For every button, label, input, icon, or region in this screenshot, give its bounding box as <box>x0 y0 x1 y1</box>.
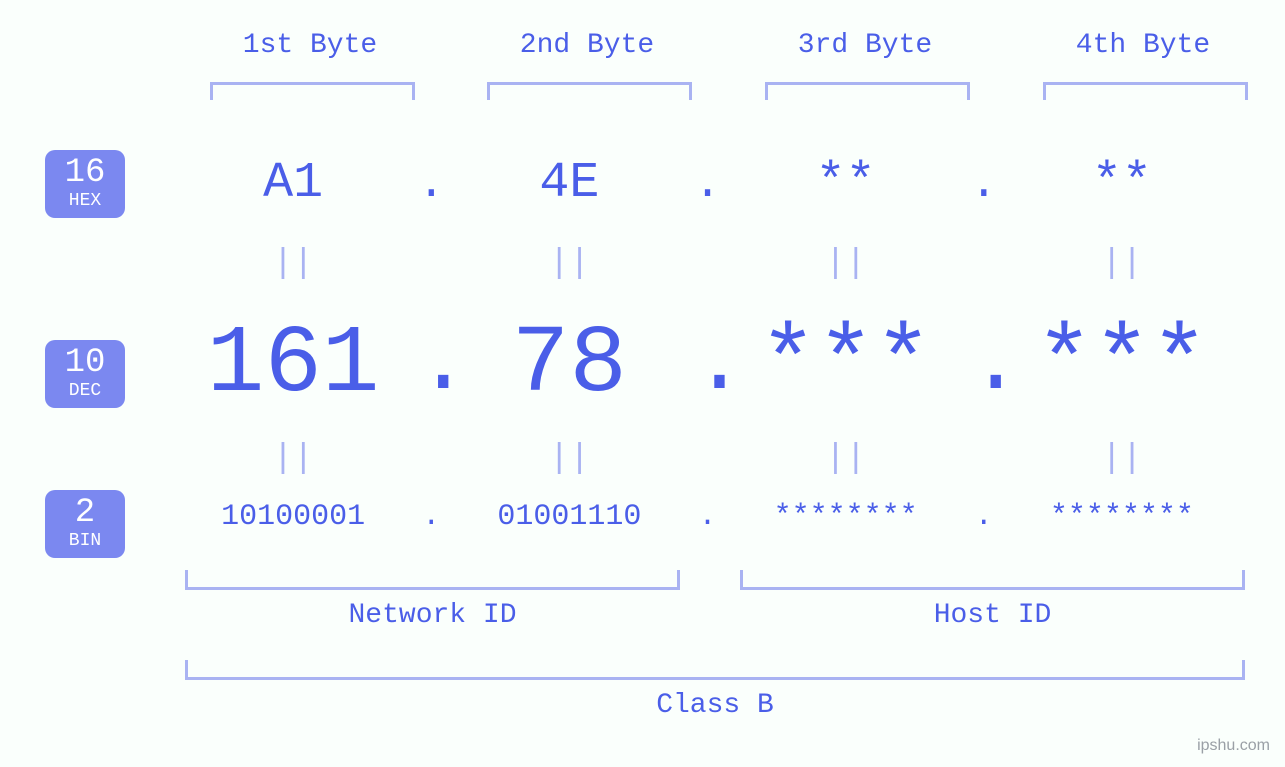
byte-bracket-4 <box>1043 82 1248 100</box>
hex-b4: ** <box>999 155 1245 212</box>
bin-b4: ******** <box>999 500 1245 534</box>
dot: . <box>416 314 446 416</box>
equals-row-2: || . || . || . || <box>170 440 1245 478</box>
dec-b4: *** <box>999 310 1245 419</box>
dot: . <box>969 158 999 210</box>
byte-header-2: 2nd Byte <box>467 30 707 61</box>
dot: . <box>693 158 723 210</box>
eq: || <box>446 245 692 283</box>
eq: || <box>170 245 416 283</box>
base-badge-hex: 16 HEX <box>45 150 125 218</box>
base-lbl-hex: HEX <box>45 192 125 210</box>
dot: . <box>969 314 999 416</box>
base-badge-dec: 10 DEC <box>45 340 125 408</box>
byte-header-3: 3rd Byte <box>745 30 985 61</box>
host-id-bracket <box>740 570 1245 590</box>
hex-b3: ** <box>723 155 969 212</box>
base-badge-bin: 2 BIN <box>45 490 125 558</box>
byte-bracket-2 <box>487 82 692 100</box>
dec-row: 161 . 78 . *** . *** <box>170 310 1245 419</box>
eq: || <box>170 440 416 478</box>
dec-b1: 161 <box>170 310 416 419</box>
byte-header-4: 4th Byte <box>1023 30 1263 61</box>
class-bracket <box>185 660 1245 680</box>
bin-b2: 01001110 <box>446 500 692 534</box>
base-num-hex: 16 <box>45 156 125 190</box>
eq: || <box>999 245 1245 283</box>
dot: . <box>416 158 446 210</box>
watermark: ipshu.com <box>1197 737 1270 755</box>
byte-bracket-1 <box>210 82 415 100</box>
base-lbl-dec: DEC <box>45 382 125 400</box>
base-num-dec: 10 <box>45 346 125 380</box>
dot: . <box>693 314 723 416</box>
hex-b2: 4E <box>446 155 692 212</box>
bin-b3: ******** <box>723 500 969 534</box>
class-label: Class B <box>185 690 1245 721</box>
dot: . <box>693 500 723 534</box>
byte-bracket-3 <box>765 82 970 100</box>
hex-b1: A1 <box>170 155 416 212</box>
dot: . <box>416 500 446 534</box>
eq: || <box>723 245 969 283</box>
base-num-bin: 2 <box>45 496 125 530</box>
dot: . <box>969 500 999 534</box>
dec-b2: 78 <box>446 310 692 419</box>
eq: || <box>446 440 692 478</box>
equals-row-1: || . || . || . || <box>170 245 1245 283</box>
network-id-bracket <box>185 570 680 590</box>
ip-byte-diagram: 1st Byte 2nd Byte 3rd Byte 4th Byte 16 H… <box>0 0 1285 767</box>
eq: || <box>999 440 1245 478</box>
hex-row: A1 . 4E . ** . ** <box>170 155 1245 212</box>
eq: || <box>723 440 969 478</box>
dec-b3: *** <box>723 310 969 419</box>
network-id-label: Network ID <box>185 600 680 631</box>
host-id-label: Host ID <box>740 600 1245 631</box>
base-lbl-bin: BIN <box>45 532 125 550</box>
bin-b1: 10100001 <box>170 500 416 534</box>
bin-row: 10100001 . 01001110 . ******** . *******… <box>170 500 1245 534</box>
byte-header-1: 1st Byte <box>190 30 430 61</box>
